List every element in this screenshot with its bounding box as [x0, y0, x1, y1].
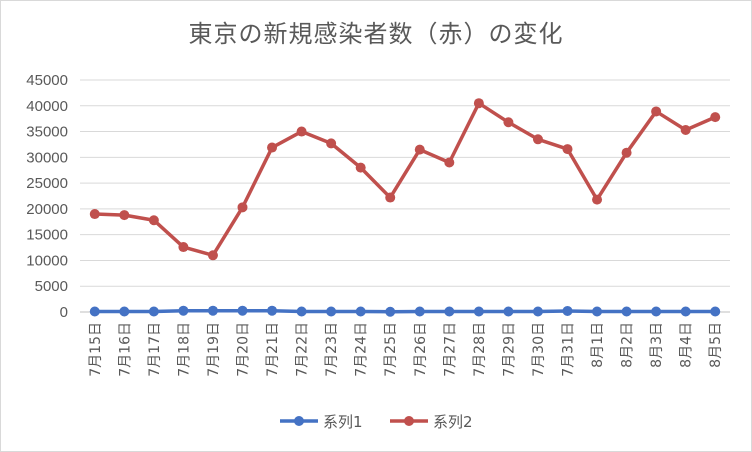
data-point: [207, 305, 218, 316]
legend-label: 系列1: [323, 413, 363, 431]
x-tick-label: 8月1日: [590, 322, 606, 368]
x-tick-label: 7月24日: [354, 322, 370, 377]
x-tick-label: 7月28日: [472, 322, 488, 377]
legend-label: 系列2: [433, 413, 473, 431]
legend: 系列1 系列2: [280, 413, 473, 431]
x-tick-label: 7月29日: [501, 322, 517, 377]
data-point: [385, 306, 396, 317]
y-tick-label: 5000: [35, 278, 68, 295]
data-point: [562, 144, 573, 155]
y-tick-label: 25000: [26, 175, 68, 192]
data-point: [119, 210, 130, 221]
series-line: [94, 101, 716, 258]
y-tick-label: 45000: [26, 72, 68, 89]
x-tick-label: 7月22日: [295, 322, 311, 377]
data-point: [237, 202, 248, 213]
data-point: [267, 142, 278, 153]
data-point: [355, 162, 366, 173]
y-tick-label: 15000: [26, 227, 68, 244]
data-point: [562, 305, 573, 316]
data-point: [680, 125, 691, 136]
data-point: [237, 305, 248, 316]
x-tick-label: 7月23日: [324, 322, 340, 377]
data-point: [532, 306, 543, 317]
x-tick-label: 7月18日: [176, 322, 192, 377]
legend-swatch-marker: [294, 416, 304, 426]
x-tick-label: 8月4日: [679, 322, 695, 368]
data-point: [592, 306, 603, 317]
data-point: [355, 306, 366, 317]
data-point: [296, 306, 307, 317]
data-point: [651, 106, 662, 117]
data-point: [680, 306, 691, 317]
data-point: [444, 306, 455, 317]
y-tick-label: 0: [60, 304, 68, 321]
data-point: [385, 192, 396, 203]
series-2: [89, 98, 721, 261]
x-axis-ticks: 7月15日 7月16日 7月17日 7月18日 7月19日 7月20日 7月21日 7月22日…: [88, 322, 724, 377]
x-tick-label: 7月16日: [117, 322, 133, 377]
x-tick-label: 7月21日: [265, 322, 281, 377]
data-point: [267, 305, 278, 316]
y-tick-label: 10000: [26, 252, 68, 269]
y-tick-label: 35000: [26, 124, 68, 141]
data-point: [178, 242, 189, 253]
y-axis-ticks: 0 5000 10000 15000 20000 25000 30000 35000 40000…: [26, 72, 68, 321]
data-point: [148, 306, 159, 317]
data-point: [503, 117, 514, 128]
x-tick-label: 7月30日: [531, 322, 547, 377]
data-point: [444, 157, 455, 168]
x-tick-label: 8月2日: [620, 322, 636, 368]
series-layer: [89, 98, 721, 317]
data-point: [296, 126, 307, 137]
data-point: [326, 306, 337, 317]
chart-title: 東京の新規感染者数（赤）の変化: [188, 20, 564, 48]
data-point: [148, 215, 159, 226]
gridlines: [80, 79, 730, 313]
x-tick-label: 8月5日: [708, 322, 724, 368]
data-point: [326, 138, 337, 149]
y-tick-label: 30000: [26, 149, 68, 166]
x-tick-label: 8月3日: [649, 322, 665, 368]
data-point: [89, 306, 100, 317]
legend-entry-2: 系列2: [390, 413, 473, 431]
x-tick-label: 7月25日: [383, 322, 399, 377]
x-tick-label: 7月17日: [147, 322, 163, 377]
legend-entry-1: 系列1: [280, 413, 363, 431]
data-point: [473, 306, 484, 317]
x-tick-label: 7月20日: [236, 322, 252, 377]
data-point: [592, 194, 603, 205]
data-point: [651, 306, 662, 317]
data-point: [178, 305, 189, 316]
data-point: [414, 306, 425, 317]
legend-swatch-marker: [404, 416, 414, 426]
y-tick-label: 40000: [26, 98, 68, 115]
data-point: [414, 144, 425, 155]
x-tick-label: 7月27日: [442, 322, 458, 377]
data-point: [532, 134, 543, 145]
series-1: [89, 305, 721, 317]
x-tick-label: 7月31日: [561, 322, 577, 377]
data-point: [119, 306, 130, 317]
data-point: [473, 98, 484, 109]
x-tick-label: 7月19日: [206, 322, 222, 377]
data-point: [621, 147, 632, 158]
y-tick-label: 20000: [26, 201, 68, 218]
x-tick-label: 7月15日: [88, 322, 104, 377]
data-point: [207, 250, 218, 261]
x-tick-label: 7月26日: [413, 322, 429, 377]
data-point: [621, 306, 632, 317]
series-line: [94, 308, 716, 314]
data-point: [503, 306, 514, 317]
data-point: [89, 209, 100, 220]
data-point: [710, 306, 721, 317]
data-point: [710, 112, 721, 123]
